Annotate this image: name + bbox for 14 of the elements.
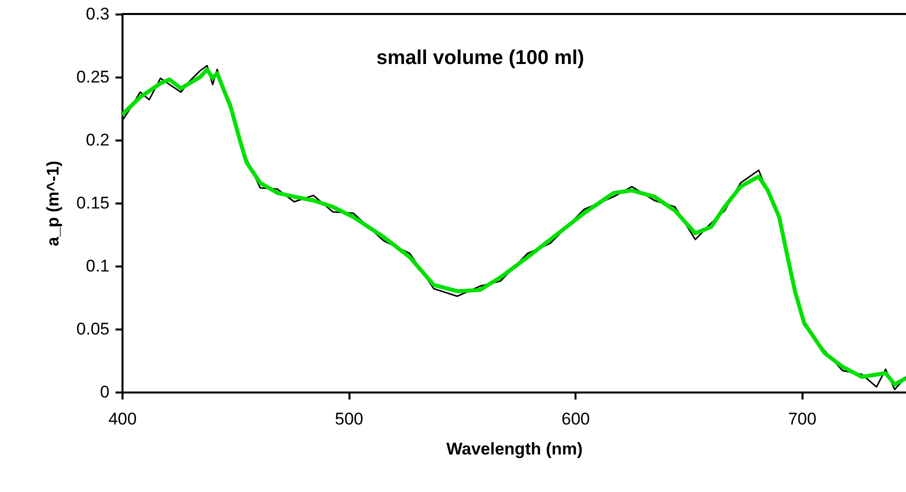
x-tick-label: 500 [334,410,364,428]
x-tick-label: 600 [561,410,590,428]
y-tick-label: 0.25 [76,68,110,86]
y-tick-label: 0 [100,382,110,402]
text: small volume (100 ml) [376,47,584,69]
y-tick-label: 0.05 [76,320,110,338]
x-tick-label: 700 [788,410,816,428]
y-tick-label: 0.2 [86,130,110,150]
y-tick-label: 0.15 [76,194,110,212]
y-axis-title: a_p (m^-1) [43,160,62,246]
y-tick-label: 0.1 [86,256,110,276]
x-tick-label: 400 [108,410,137,428]
x-axis-title: Wavelength (nm) [446,440,583,458]
y-tick-label: 0.3 [86,4,110,24]
